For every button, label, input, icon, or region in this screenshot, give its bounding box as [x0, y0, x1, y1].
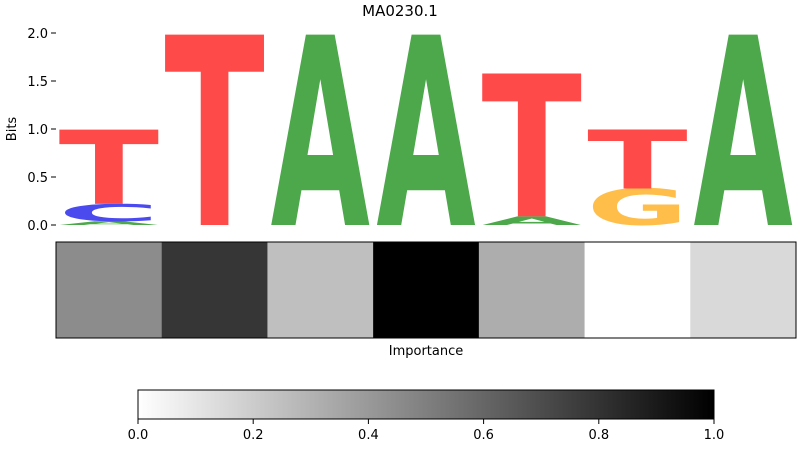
- colorbar-tick-label: 0.2: [243, 428, 264, 443]
- heatmap-xlabel: Importance: [389, 344, 464, 359]
- heatmap-cell: [584, 242, 691, 338]
- logo-letter-T: T: [164, 0, 264, 288]
- logo-letter-A: A: [376, 0, 475, 287]
- colorbar-tick-label: 0.4: [358, 428, 379, 443]
- logo-letter-A: A: [482, 214, 582, 228]
- heatmap-cell: [161, 242, 268, 338]
- logo-letters: ACT T A A AT GT A: [58, 0, 793, 288]
- y-axis-label: Bits: [5, 117, 20, 142]
- logo-letter-T: T: [59, 109, 159, 228]
- colorbar: [137, 389, 715, 420]
- heatmap-cell: [690, 242, 797, 338]
- colorbar-tick-label: 0.0: [128, 428, 149, 443]
- logo-y-axis: 0.0 0.5 1.0 1.5 2.0: [27, 27, 56, 234]
- logo-letter-T: T: [587, 114, 687, 208]
- y-tick-label: 0.0: [27, 219, 48, 234]
- heatmap-cell: [373, 242, 480, 338]
- colorbar-ticks: 0.0 0.2 0.4 0.6 0.8 1.0: [128, 419, 725, 443]
- chart-title: MA0230.1: [362, 2, 438, 20]
- logo-letter-C: C: [58, 200, 159, 227]
- logo-letter-T: T: [482, 34, 582, 262]
- logo-letter-A: A: [693, 0, 792, 287]
- heatmap-cell: [267, 242, 374, 338]
- logo-letter-A: A: [271, 0, 370, 287]
- logo-letter-G: G: [587, 180, 688, 237]
- colorbar-tick-label: 1.0: [704, 428, 725, 443]
- logo-letter-A: A: [59, 220, 158, 226]
- colorbar-tick-label: 0.8: [588, 428, 609, 443]
- y-tick-label: 1.5: [27, 75, 48, 90]
- heatmap-frame: [55, 241, 797, 339]
- importance-heatmap: [56, 242, 797, 338]
- y-tick-label: 0.5: [27, 171, 48, 186]
- colorbar-tick-label: 0.6: [473, 428, 494, 443]
- heatmap-cell: [478, 242, 586, 338]
- heatmap-cell: [56, 242, 163, 338]
- y-tick-label: 2.0: [27, 27, 48, 42]
- y-tick-label: 1.0: [27, 123, 48, 138]
